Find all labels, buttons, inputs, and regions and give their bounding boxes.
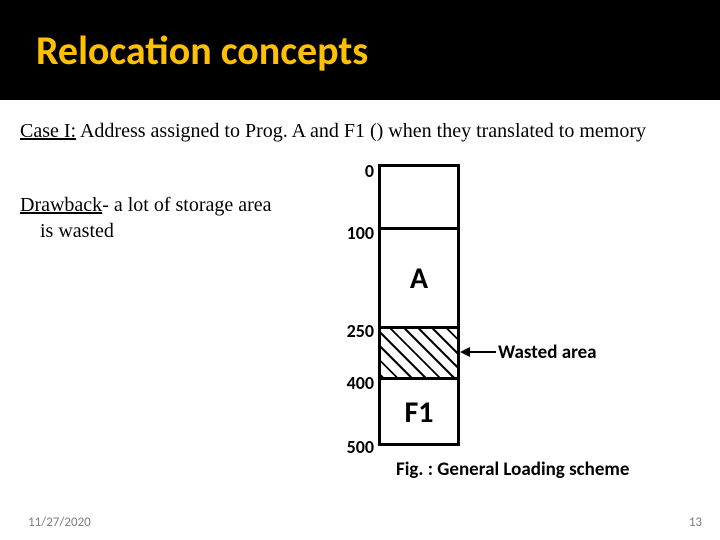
drawback-line: Drawback- a lot of storage area is waste… xyxy=(20,192,340,244)
drawback-text-2: is wasted xyxy=(20,218,340,244)
seg-F1: F1 xyxy=(378,394,460,431)
case-line: Case I: Address assigned to Prog. A and … xyxy=(20,118,700,144)
mem-seg-0-100 xyxy=(378,164,460,230)
arrow-head-icon xyxy=(460,347,470,357)
footer-date: 11/27/2020 xyxy=(28,515,91,530)
mem-bottom-line xyxy=(378,443,460,446)
arrow-line xyxy=(470,351,496,353)
footer-page: 13 xyxy=(689,515,702,530)
seg-A: A xyxy=(378,260,460,297)
addr-400: 400 xyxy=(334,372,374,394)
addr-0: 0 xyxy=(334,160,374,182)
figure-caption: Fig. : General Loading scheme xyxy=(396,458,629,481)
wasted-label: Wasted area xyxy=(498,341,597,364)
case-text: Address assigned to Prog. A and F1 () wh… xyxy=(76,120,646,142)
addr-500: 500 xyxy=(334,436,374,458)
addr-250: 250 xyxy=(334,320,374,342)
addr-100: 100 xyxy=(334,222,374,244)
slide-content: Case I: Address assigned to Prog. A and … xyxy=(0,100,720,540)
drawback-text-1: - a lot of storage area xyxy=(102,194,271,216)
slide-title: Relocation concepts xyxy=(36,26,368,75)
mem-seg-250-wasted xyxy=(378,326,460,380)
case-label: Case I: xyxy=(20,120,76,142)
drawback-label: Drawback xyxy=(20,194,102,216)
slide-header: Relocation concepts xyxy=(0,0,720,100)
